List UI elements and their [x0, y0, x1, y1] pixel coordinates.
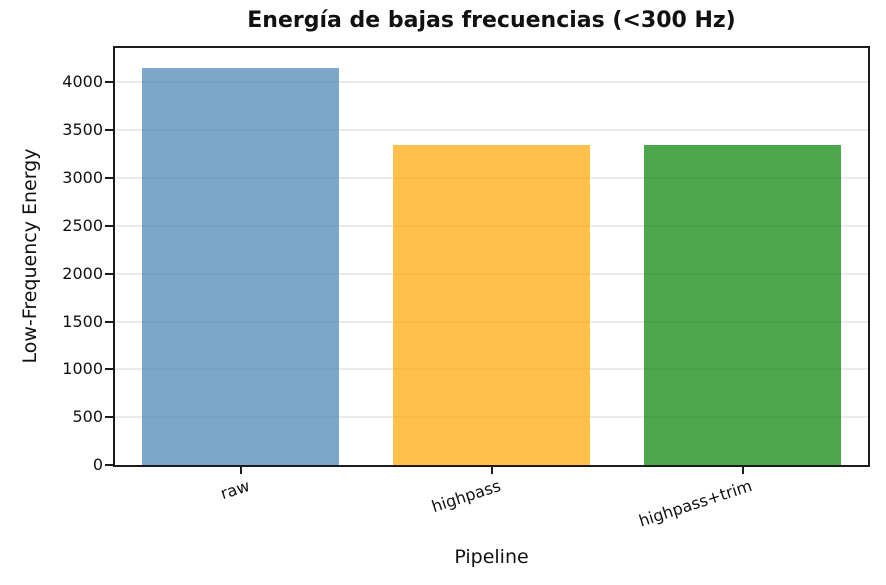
y-tick-mark: [105, 320, 113, 323]
y-tick-label: 500: [72, 407, 103, 427]
bar-highpass: [393, 145, 590, 465]
y-tick-mark: [105, 129, 113, 132]
y-tick-mark: [105, 272, 113, 275]
x-tick-label: highpass: [429, 476, 504, 517]
y-tick-label: 4000: [62, 72, 103, 92]
y-tick-mark: [105, 81, 113, 84]
gridline: [115, 129, 868, 132]
x-tick-mark: [491, 467, 493, 474]
x-axis-label: Pipeline: [454, 546, 529, 568]
x-tick-label: raw: [218, 476, 253, 504]
y-tick-label: 2000: [62, 263, 103, 283]
x-tick-mark: [240, 467, 242, 474]
y-tick-label: 3000: [62, 168, 103, 188]
y-tick-mark: [105, 464, 113, 466]
bar-raw: [142, 68, 339, 465]
x-tick-label: highpass+trim: [636, 476, 755, 531]
chart-title: Energía de bajas frecuencias (<300 Hz): [247, 8, 736, 33]
y-tick-label: 1500: [62, 311, 103, 331]
y-tick-label: 1000: [62, 359, 103, 379]
y-tick-label: 0: [92, 455, 103, 474]
y-tick-label: 3500: [62, 120, 103, 140]
y-tick-mark: [105, 224, 113, 227]
y-tick-label: 2500: [62, 215, 103, 235]
gridline: [115, 81, 868, 84]
bar-highpass-trim: [644, 145, 841, 465]
y-tick-mark: [105, 368, 113, 371]
y-tick-mark: [105, 416, 113, 419]
x-tick-mark: [742, 467, 744, 474]
y-tick-mark: [105, 177, 113, 180]
